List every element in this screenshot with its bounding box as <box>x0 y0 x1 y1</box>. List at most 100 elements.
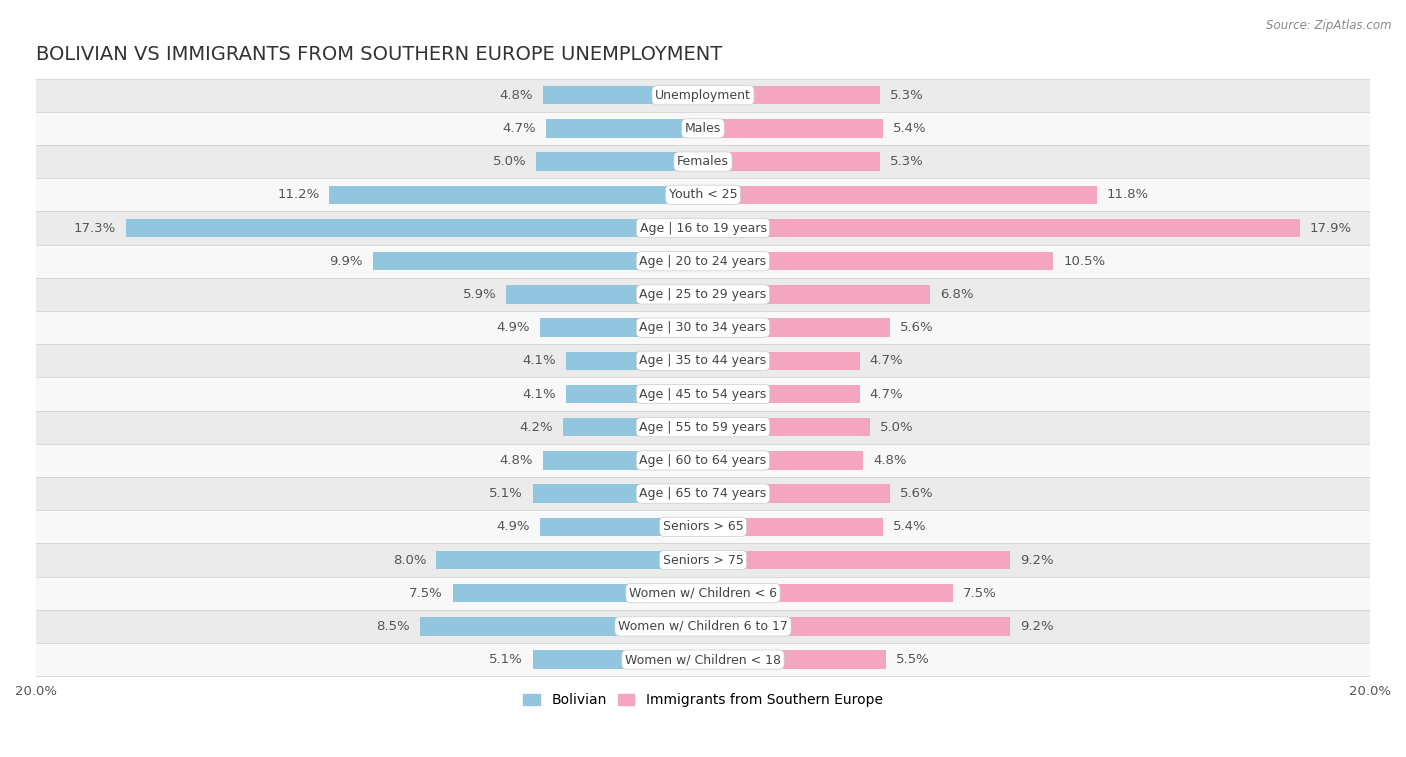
Bar <box>37 444 1369 477</box>
Text: Age | 65 to 74 years: Age | 65 to 74 years <box>640 487 766 500</box>
Text: 9.2%: 9.2% <box>1019 620 1053 633</box>
Bar <box>703 185 1097 204</box>
Text: Age | 60 to 64 years: Age | 60 to 64 years <box>640 454 766 467</box>
Text: 5.9%: 5.9% <box>463 288 496 301</box>
Bar <box>536 152 703 171</box>
Bar <box>37 410 1369 444</box>
Bar <box>703 352 859 370</box>
Text: 9.9%: 9.9% <box>329 254 363 268</box>
Bar <box>37 544 1369 577</box>
Text: Age | 25 to 29 years: Age | 25 to 29 years <box>640 288 766 301</box>
Bar <box>37 245 1369 278</box>
Bar <box>703 86 880 104</box>
Bar <box>703 152 880 171</box>
Text: 4.8%: 4.8% <box>499 454 533 467</box>
Bar <box>703 518 883 536</box>
Text: Age | 35 to 44 years: Age | 35 to 44 years <box>640 354 766 367</box>
Bar <box>543 451 703 469</box>
Bar <box>703 617 1010 636</box>
Text: 4.8%: 4.8% <box>499 89 533 101</box>
Bar <box>533 484 703 503</box>
Bar <box>37 145 1369 178</box>
Text: 4.9%: 4.9% <box>496 520 530 533</box>
Bar <box>436 551 703 569</box>
Text: 7.5%: 7.5% <box>409 587 443 600</box>
Text: 9.2%: 9.2% <box>1019 553 1053 566</box>
Text: Women w/ Children < 18: Women w/ Children < 18 <box>626 653 780 666</box>
Bar <box>37 211 1369 245</box>
Bar <box>703 319 890 337</box>
Text: 5.4%: 5.4% <box>893 520 927 533</box>
Bar <box>419 617 703 636</box>
Text: Seniors > 65: Seniors > 65 <box>662 520 744 533</box>
Text: 6.8%: 6.8% <box>939 288 973 301</box>
Text: 5.6%: 5.6% <box>900 487 934 500</box>
Text: Women w/ Children < 6: Women w/ Children < 6 <box>628 587 778 600</box>
Text: Seniors > 75: Seniors > 75 <box>662 553 744 566</box>
Bar <box>329 185 703 204</box>
Text: 4.7%: 4.7% <box>502 122 536 135</box>
Text: 5.1%: 5.1% <box>489 653 523 666</box>
Bar <box>703 650 886 668</box>
Bar <box>127 219 703 237</box>
Text: 5.5%: 5.5% <box>897 653 931 666</box>
Text: 5.3%: 5.3% <box>890 155 924 168</box>
Bar <box>37 79 1369 112</box>
Bar <box>37 344 1369 378</box>
Text: Age | 55 to 59 years: Age | 55 to 59 years <box>640 421 766 434</box>
Bar <box>37 278 1369 311</box>
Text: 17.9%: 17.9% <box>1310 222 1353 235</box>
Bar <box>547 120 703 138</box>
Text: 11.8%: 11.8% <box>1107 188 1149 201</box>
Bar <box>506 285 703 304</box>
Text: 4.7%: 4.7% <box>870 388 904 400</box>
Text: Males: Males <box>685 122 721 135</box>
Bar <box>37 311 1369 344</box>
Text: 4.1%: 4.1% <box>523 388 557 400</box>
Bar <box>703 551 1010 569</box>
Text: 8.5%: 8.5% <box>375 620 409 633</box>
Text: 10.5%: 10.5% <box>1063 254 1105 268</box>
Bar <box>567 352 703 370</box>
Text: 4.7%: 4.7% <box>870 354 904 367</box>
Bar <box>37 577 1369 610</box>
Text: 8.0%: 8.0% <box>392 553 426 566</box>
Bar <box>373 252 703 270</box>
Text: Females: Females <box>678 155 728 168</box>
Bar <box>703 219 1301 237</box>
Bar <box>533 650 703 668</box>
Bar <box>562 418 703 436</box>
Text: Youth < 25: Youth < 25 <box>669 188 737 201</box>
Bar <box>703 584 953 603</box>
Bar <box>703 418 870 436</box>
Text: Age | 20 to 24 years: Age | 20 to 24 years <box>640 254 766 268</box>
Text: 5.0%: 5.0% <box>492 155 526 168</box>
Bar <box>703 385 859 403</box>
Text: Age | 16 to 19 years: Age | 16 to 19 years <box>640 222 766 235</box>
Text: 5.3%: 5.3% <box>890 89 924 101</box>
Bar <box>703 451 863 469</box>
Text: Women w/ Children 6 to 17: Women w/ Children 6 to 17 <box>619 620 787 633</box>
Bar <box>37 510 1369 544</box>
Text: 4.9%: 4.9% <box>496 321 530 334</box>
Text: 5.0%: 5.0% <box>880 421 914 434</box>
Bar <box>37 178 1369 211</box>
Text: 4.8%: 4.8% <box>873 454 907 467</box>
Text: 5.4%: 5.4% <box>893 122 927 135</box>
Bar <box>703 285 929 304</box>
Bar <box>567 385 703 403</box>
Bar <box>37 610 1369 643</box>
Bar <box>703 120 883 138</box>
Bar <box>540 319 703 337</box>
Bar <box>37 378 1369 410</box>
Text: Unemployment: Unemployment <box>655 89 751 101</box>
Bar <box>543 86 703 104</box>
Text: Age | 30 to 34 years: Age | 30 to 34 years <box>640 321 766 334</box>
Text: 4.2%: 4.2% <box>519 421 553 434</box>
Bar <box>37 477 1369 510</box>
Text: 7.5%: 7.5% <box>963 587 997 600</box>
Text: BOLIVIAN VS IMMIGRANTS FROM SOUTHERN EUROPE UNEMPLOYMENT: BOLIVIAN VS IMMIGRANTS FROM SOUTHERN EUR… <box>37 45 723 64</box>
Text: Age | 45 to 54 years: Age | 45 to 54 years <box>640 388 766 400</box>
Text: 11.2%: 11.2% <box>277 188 319 201</box>
Text: 17.3%: 17.3% <box>73 222 117 235</box>
